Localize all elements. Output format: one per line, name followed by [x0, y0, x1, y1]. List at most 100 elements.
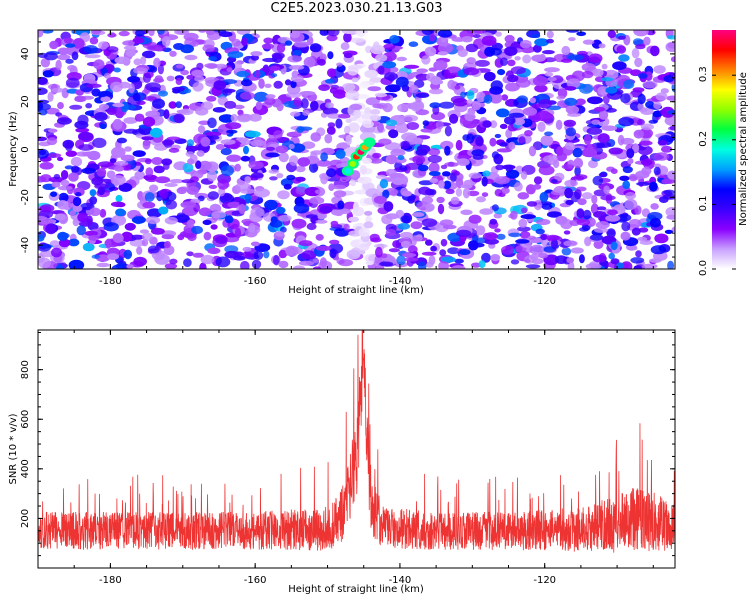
heatmap-cell [565, 199, 574, 205]
heatmap-cell [418, 180, 434, 186]
heatmap-cell [226, 67, 233, 73]
heatmap-cell [112, 233, 124, 243]
heatmap-cell [621, 221, 631, 232]
heatmap-cell [198, 160, 212, 171]
heatmap-cell [608, 252, 615, 260]
heatmap-cell [598, 110, 609, 120]
heatmap-cell [93, 59, 105, 70]
heatmap-cell [217, 178, 229, 190]
heatmap-cell [315, 234, 324, 241]
heatmap-cell [40, 57, 51, 68]
heatmap-cell [75, 192, 82, 197]
heatmap-cell [233, 255, 246, 261]
heatmap-cell [665, 41, 675, 53]
snr-ticks: -180 -160 -140 -120 200 400 600 800 [20, 330, 675, 586]
heatmap-cell [165, 199, 177, 210]
heatmap-cell [649, 181, 658, 192]
signal-streak-point [349, 160, 357, 167]
heatmap-cell [425, 239, 433, 246]
heatmap-cell [299, 91, 316, 96]
heatmap-cell [372, 103, 384, 109]
heatmap-cell [472, 153, 484, 160]
colorbar-label: Normalized spectral amplitude [738, 72, 749, 226]
heatmap-cell [467, 190, 480, 197]
heatmap-cell [568, 54, 584, 61]
heatmap-cell [164, 183, 178, 187]
heatmap-cell [533, 176, 543, 185]
heatmap-cell [327, 30, 340, 37]
heatmap-cell [596, 206, 607, 211]
heatmap-cell [261, 43, 274, 50]
heatmap-cell [556, 95, 566, 100]
heatmap-cell [533, 183, 542, 190]
heatmap-cell [58, 192, 69, 202]
heatmap-cell [226, 154, 242, 162]
heatmap-cell [43, 52, 58, 61]
heatmap-cell [150, 127, 163, 138]
heatmap-cell [126, 264, 134, 269]
heatmap-cell [38, 235, 45, 242]
heatmap-cell [388, 129, 399, 139]
heatmap-cell [455, 229, 472, 237]
heatmap-cell [335, 118, 343, 129]
heatmap-cell [45, 153, 62, 158]
y-tick-label: 400 [20, 459, 31, 478]
heatmap-cell [38, 257, 51, 269]
heatmap-cell [277, 190, 290, 200]
heatmap-cell [55, 59, 62, 71]
heatmap-cell [310, 100, 319, 112]
heatmap-cell [388, 74, 395, 82]
snr-panel: -180 -160 -140 -120 200 400 600 800 Height of s… [8, 329, 676, 595]
heatmap-cell [529, 97, 537, 104]
heatmap-cell [338, 208, 351, 215]
heatmap-cell [575, 98, 586, 106]
heatmap-cell [273, 80, 283, 89]
heatmap-cell [45, 223, 57, 235]
heatmap-cell [163, 109, 170, 120]
heatmap-cell [385, 168, 397, 177]
heatmap-cell [85, 103, 93, 109]
heatmap-cell [57, 54, 71, 61]
heatmap-cell [305, 214, 318, 219]
heatmap-cell [283, 183, 292, 190]
heatmap-cell [564, 187, 573, 199]
heatmap-cell [319, 257, 327, 268]
heatmap-cell [466, 57, 476, 65]
heatmap-cell [113, 67, 121, 73]
heatmap-cell [226, 129, 238, 134]
heatmap-cell [455, 139, 463, 151]
heatmap-cell [564, 97, 578, 106]
heatmap-cell [494, 228, 501, 233]
heatmap-cell [197, 195, 205, 202]
heatmap-cell [591, 194, 598, 204]
heatmap-cell [146, 44, 163, 52]
heatmap-cell [561, 247, 572, 256]
heatmap-cell [75, 89, 84, 96]
heatmap-cell [437, 203, 445, 215]
heatmap-cell [345, 90, 360, 100]
heatmap-cell [72, 205, 83, 212]
heatmap-cell [296, 126, 305, 133]
heatmap-cell [168, 147, 180, 153]
heatmap-cell [453, 170, 460, 176]
signal-streak-point [366, 139, 374, 146]
x-tick-label: -140 [389, 575, 412, 586]
heatmap-cell [244, 130, 261, 138]
heatmap-cell [68, 172, 79, 182]
heatmap-cell [544, 131, 554, 137]
heatmap-cell [110, 175, 126, 186]
heatmap-cell [427, 148, 441, 156]
heatmap-cell [607, 30, 616, 39]
heatmap-cell [78, 131, 94, 141]
heatmap-cell [389, 34, 400, 44]
heatmap-cell [70, 156, 83, 167]
heatmap-cell [406, 122, 420, 130]
heatmap-cell [295, 165, 306, 173]
heatmap-cell [566, 257, 574, 264]
heatmap-cell [534, 38, 549, 47]
heatmap-cell [195, 107, 209, 116]
heatmap-cell [86, 83, 102, 89]
heatmap-cell [310, 132, 322, 142]
heatmap-cell [161, 158, 173, 166]
heatmap-cell [404, 257, 419, 262]
